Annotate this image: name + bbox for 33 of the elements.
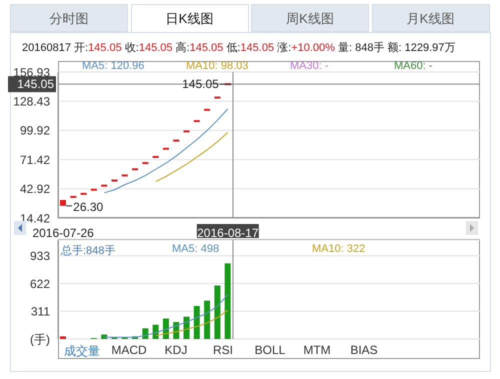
- text: BIAS: [349, 343, 379, 357]
- y-tick-label: 99.92: [20, 124, 50, 138]
- y-tick-label: 128.43: [13, 94, 50, 108]
- annotation: 26.30: [73, 200, 104, 214]
- text: 周K线图: [251, 4, 369, 32]
- text: MACD: [110, 343, 148, 357]
- text: 月K线图: [372, 4, 490, 32]
- ref-line-label: 145.05: [17, 77, 54, 92]
- y-tick-label: 933: [30, 249, 50, 264]
- y-tick-label: 42.92: [20, 182, 50, 196]
- y-tick-label: 311: [30, 304, 50, 319]
- text: BOLL: [254, 343, 286, 357]
- text: 成交量: [63, 343, 101, 360]
- annotation: 145.05: [182, 77, 220, 92]
- text: MA5: 120.96: [82, 60, 144, 72]
- legend-label: MA30: -: [290, 60, 329, 72]
- y-tick-label: 622: [30, 276, 50, 291]
- text: MA10: 98.03: [186, 60, 248, 72]
- text: MTM: [302, 343, 332, 357]
- y-tick-label: (手): [30, 332, 50, 346]
- text: 分时图: [10, 4, 128, 32]
- y-tick-label: 156.93: [13, 65, 50, 80]
- text: RSI: [212, 343, 234, 357]
- x-tick-label: 2016-08-17: [197, 226, 259, 240]
- x-tick-label: 2016-07-26: [32, 226, 94, 240]
- annotation: 总手:848手: [61, 244, 116, 258]
- text: KDJ: [164, 343, 188, 357]
- text: 20160817 开:145.05 收:145.05 高:145.05 低:145.05 涨:+10.00% 量: 848手 额: 1229.97万: [22, 42, 456, 54]
- text: 日K线图: [130, 4, 248, 32]
- legend-label: MA60: -: [394, 60, 433, 72]
- y-tick-label: 71.42: [20, 152, 50, 167]
- text: MA10: 322: [312, 243, 366, 255]
- text: MA5: 498: [172, 243, 220, 255]
